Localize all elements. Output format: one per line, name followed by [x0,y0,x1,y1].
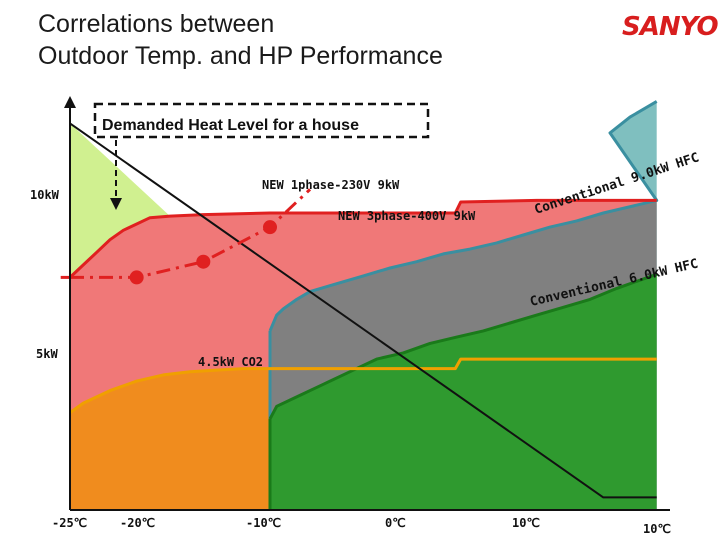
line-co2 [69,357,657,414]
marker-point-0 [129,270,144,285]
y-tick-5kw: 5kW [36,347,58,361]
line-conventional-6kw [268,272,658,420]
y-tick-10kw: 10kW [30,188,60,202]
chart-fills [70,101,657,511]
demand-label-box [93,102,430,139]
label-new-1phase: NEW 1phase-230V 9kW [262,178,400,192]
demand-pointer-arrowhead [110,198,122,210]
x-tick-minus20: -20℃ [120,516,155,530]
line-demand [69,122,657,499]
x-tick-10: 10℃ [512,516,540,530]
page-title: Correlations between Outdoor Temp. and H… [38,8,443,72]
x-tick-minus10: -10℃ [246,516,281,530]
chart-lines [60,100,659,510]
fill-conventional-6kw [270,274,657,510]
fill-co2 [70,368,270,510]
line-new-1phase [68,198,657,279]
label-co2: 4.5kW CO2 [198,355,263,369]
title-line-1: Correlations between [38,10,275,38]
y-axis-arrow [64,96,76,108]
demand-label: Demanded Heat Level for a house [102,117,359,134]
sanyo-logo: SANYO [622,12,719,42]
title-line-2: Outdoor Temp. and HP Performance [38,42,443,70]
marker-point-2 [263,220,277,235]
fill-new-1phase-right [270,200,657,331]
x-tick-0: 0℃ [385,516,406,530]
line-conventional-9kw [268,100,659,332]
x-tick-minus25: -25℃ [52,516,87,530]
x-tick-10-right: 10℃ [643,522,671,536]
label-new-3phase: NEW 3phase-400V 9kW [338,209,476,223]
marker-point-1 [196,254,211,269]
